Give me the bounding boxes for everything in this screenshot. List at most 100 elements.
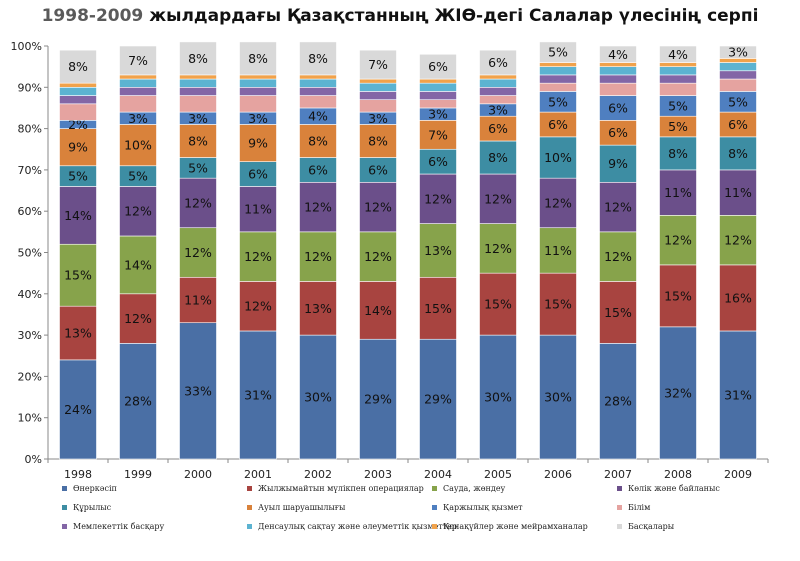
data-label: 6%: [368, 162, 388, 177]
x-tick-label: 2005: [484, 468, 512, 481]
legend-label: Басқалары: [628, 522, 675, 531]
bar-segment: [299, 78, 337, 88]
bar-segment: [539, 82, 577, 92]
bar-segment: [419, 338, 457, 460]
data-label: 8%: [308, 51, 328, 66]
data-label: 11%: [244, 202, 272, 217]
data-label: 15%: [424, 301, 452, 316]
bar-segment: [719, 169, 757, 216]
legend-swatch: [247, 524, 252, 529]
legend-item: Білім: [617, 503, 782, 512]
data-label: 14%: [124, 257, 152, 272]
data-label: 8%: [668, 146, 688, 161]
bar-segment: [299, 41, 337, 76]
legend-label: Өнеркәсіп: [73, 484, 117, 493]
y-tick-label: 100%: [11, 40, 42, 53]
x-tick-label: 2001: [244, 468, 272, 481]
bar-segment: [599, 144, 637, 183]
bar-segment: [479, 140, 517, 175]
data-label: 6%: [488, 121, 508, 136]
data-label: 12%: [364, 200, 392, 215]
bar-segment: [419, 78, 457, 84]
data-label: 8%: [68, 59, 88, 74]
bar-segment: [539, 66, 577, 76]
data-label: 12%: [304, 200, 332, 215]
bar-segment: [599, 62, 637, 67]
chart-title-years: 1998-2009: [41, 6, 144, 26]
data-label: 3%: [728, 45, 748, 60]
data-label: 12%: [124, 311, 152, 326]
bar-segment: [719, 62, 757, 72]
bar-segment: [659, 136, 697, 171]
x-tick-label: 2000: [184, 468, 212, 481]
bar-segment: [179, 227, 217, 278]
x-tick-label: 1999: [124, 468, 152, 481]
data-label: 30%: [484, 390, 512, 405]
data-label: 9%: [248, 136, 268, 151]
bar-segment: [299, 281, 337, 336]
data-label: 10%: [544, 150, 572, 165]
data-label: 33%: [184, 383, 212, 398]
data-label: 6%: [488, 55, 508, 70]
bar-segment: [359, 338, 397, 460]
bar-segment: [419, 276, 457, 340]
bar-segment: [179, 124, 217, 158]
data-label: 8%: [308, 133, 328, 148]
bar-segment: [599, 181, 637, 233]
data-label: 30%: [304, 390, 332, 405]
data-label: 12%: [544, 195, 572, 210]
data-label: 3%: [368, 111, 388, 126]
data-label: 8%: [188, 51, 208, 66]
data-label: 16%: [724, 290, 752, 305]
bar-segment: [239, 74, 277, 80]
data-label: 15%: [484, 297, 512, 312]
legend-item: Денсаулық сақтау және әлеуметтік қызметт…: [247, 522, 457, 531]
data-label: 5%: [128, 169, 148, 184]
y-tick-label: 40%: [18, 288, 42, 301]
legend-item: Қаржылық қызмет: [432, 503, 617, 512]
data-label: 28%: [604, 394, 632, 409]
x-tick-label: 2006: [544, 468, 572, 481]
bar-segment: [419, 173, 457, 224]
legend-label: Білім: [628, 503, 651, 512]
data-label: 7%: [368, 57, 388, 72]
data-label: 5%: [728, 94, 748, 109]
bar-segment: [359, 78, 397, 84]
data-label: 4%: [608, 47, 628, 62]
chart-legend: Өнеркәсіп Жылжымайтын мүлікпен операцияла…: [62, 484, 782, 531]
bar-segment: [659, 169, 697, 216]
bar-segment: [299, 334, 337, 460]
data-label: 10%: [124, 138, 152, 153]
bar-segment: [719, 78, 757, 92]
data-label: 32%: [664, 385, 692, 400]
data-label: 4%: [308, 109, 328, 124]
data-label: 12%: [184, 195, 212, 210]
data-label: 24%: [64, 402, 92, 417]
legend-label: Мемлекеттік басқару: [73, 522, 165, 531]
bar-segment: [119, 124, 157, 167]
data-label: 7%: [128, 53, 148, 68]
bar-segment: [299, 181, 337, 233]
chart-title: 1998-2009 жылдардағы Қазақстанның ЖІӨ-де…: [0, 6, 800, 26]
legend-label: Құрылыс: [73, 503, 112, 512]
data-label: 5%: [668, 119, 688, 134]
bar-segment: [659, 82, 697, 96]
data-label: 5%: [68, 169, 88, 184]
data-label: 15%: [64, 268, 92, 283]
bar-segment: [179, 95, 217, 113]
bar-segment: [419, 91, 457, 100]
bar-segment: [359, 124, 397, 158]
y-tick-label: 70%: [18, 164, 42, 177]
data-label: 12%: [484, 191, 512, 206]
data-label: 2%: [68, 117, 88, 132]
y-tick-label: 50%: [18, 247, 42, 260]
bar-segment: [59, 305, 97, 361]
x-tick-label: 2002: [304, 468, 332, 481]
bar-segment: [239, 124, 277, 162]
bar-segment: [239, 330, 277, 460]
bar-segment: [659, 264, 697, 328]
legend-swatch: [62, 486, 67, 491]
legend-swatch: [62, 524, 67, 529]
data-label: 12%: [724, 233, 752, 248]
data-label: 6%: [608, 125, 628, 140]
